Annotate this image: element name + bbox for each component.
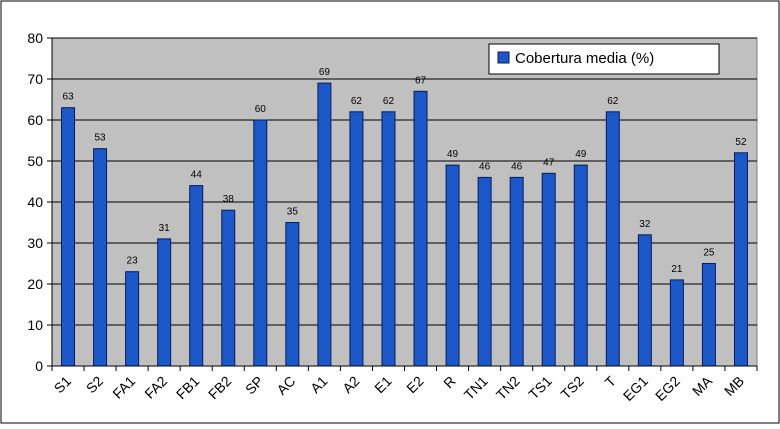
legend-label: Cobertura media (%)	[515, 50, 654, 67]
data-label-TS2: 49	[575, 149, 587, 160]
data-label-FA1: 23	[127, 256, 139, 267]
bar-A1	[317, 82, 332, 367]
bar-FA1	[125, 271, 140, 367]
y-tick-label: 20	[27, 276, 43, 292]
y-tick-label: 50	[27, 153, 43, 169]
data-labels: 63 53 23 31 44 38 60 35 69 62 62 67 49 46 46 47 49 62 32 21…	[62, 67, 747, 275]
data-label-EG2: 21	[671, 264, 683, 275]
y-tick-label: 0	[35, 358, 43, 374]
bar-FB1	[189, 185, 204, 367]
bar-T	[605, 111, 620, 367]
bar-TN1	[477, 176, 492, 367]
data-label-E1: 62	[383, 96, 395, 107]
data-label-EG1: 32	[639, 219, 651, 230]
data-label-MB: 52	[735, 137, 747, 148]
data-label-AC: 35	[287, 207, 299, 218]
legend-box	[488, 43, 720, 75]
data-label-FB2: 38	[223, 194, 235, 205]
data-label-A1: 69	[319, 67, 331, 78]
bar-E2	[413, 90, 428, 367]
legend: Cobertura media (%)	[488, 43, 720, 75]
data-label-E2: 67	[415, 75, 427, 86]
y-tick-label: 10	[27, 317, 43, 333]
data-label-R: 49	[447, 149, 459, 160]
bar-MA	[701, 263, 716, 367]
data-label-FB1: 44	[191, 170, 203, 181]
bar-MB	[733, 152, 748, 367]
bar-E1	[381, 111, 396, 367]
bar-S2	[93, 148, 108, 367]
data-label-S2: 53	[95, 133, 107, 144]
bar-EG1	[637, 234, 652, 367]
y-tick-label: 80	[27, 30, 43, 46]
bar-A2	[349, 111, 364, 367]
data-label-TN1: 46	[479, 161, 491, 172]
data-label-T: 62	[607, 96, 619, 107]
y-tick-label: 30	[27, 235, 43, 251]
bar-SP	[253, 119, 268, 367]
y-tick-label: 60	[27, 112, 43, 128]
bar-EG2	[669, 279, 684, 367]
y-tick-label: 70	[27, 71, 43, 87]
data-label-TS1: 47	[543, 157, 555, 168]
data-label-MA: 25	[703, 248, 715, 259]
bar-R	[445, 164, 460, 367]
legend-swatch	[497, 51, 510, 64]
data-label-A2: 62	[351, 96, 363, 107]
bar-TS1	[541, 172, 556, 367]
bar-S1	[61, 107, 76, 367]
bar-TS2	[573, 164, 588, 367]
bar-FB2	[221, 209, 236, 367]
data-label-SP: 60	[255, 104, 267, 115]
data-label-FA2: 31	[159, 223, 171, 234]
bar-FA2	[157, 238, 172, 367]
bar-AC	[285, 222, 300, 367]
y-tick-label: 40	[27, 194, 43, 210]
bars	[61, 82, 748, 367]
data-label-TN2: 46	[511, 161, 523, 172]
bar-TN2	[509, 176, 524, 367]
data-label-S1: 63	[62, 92, 74, 103]
